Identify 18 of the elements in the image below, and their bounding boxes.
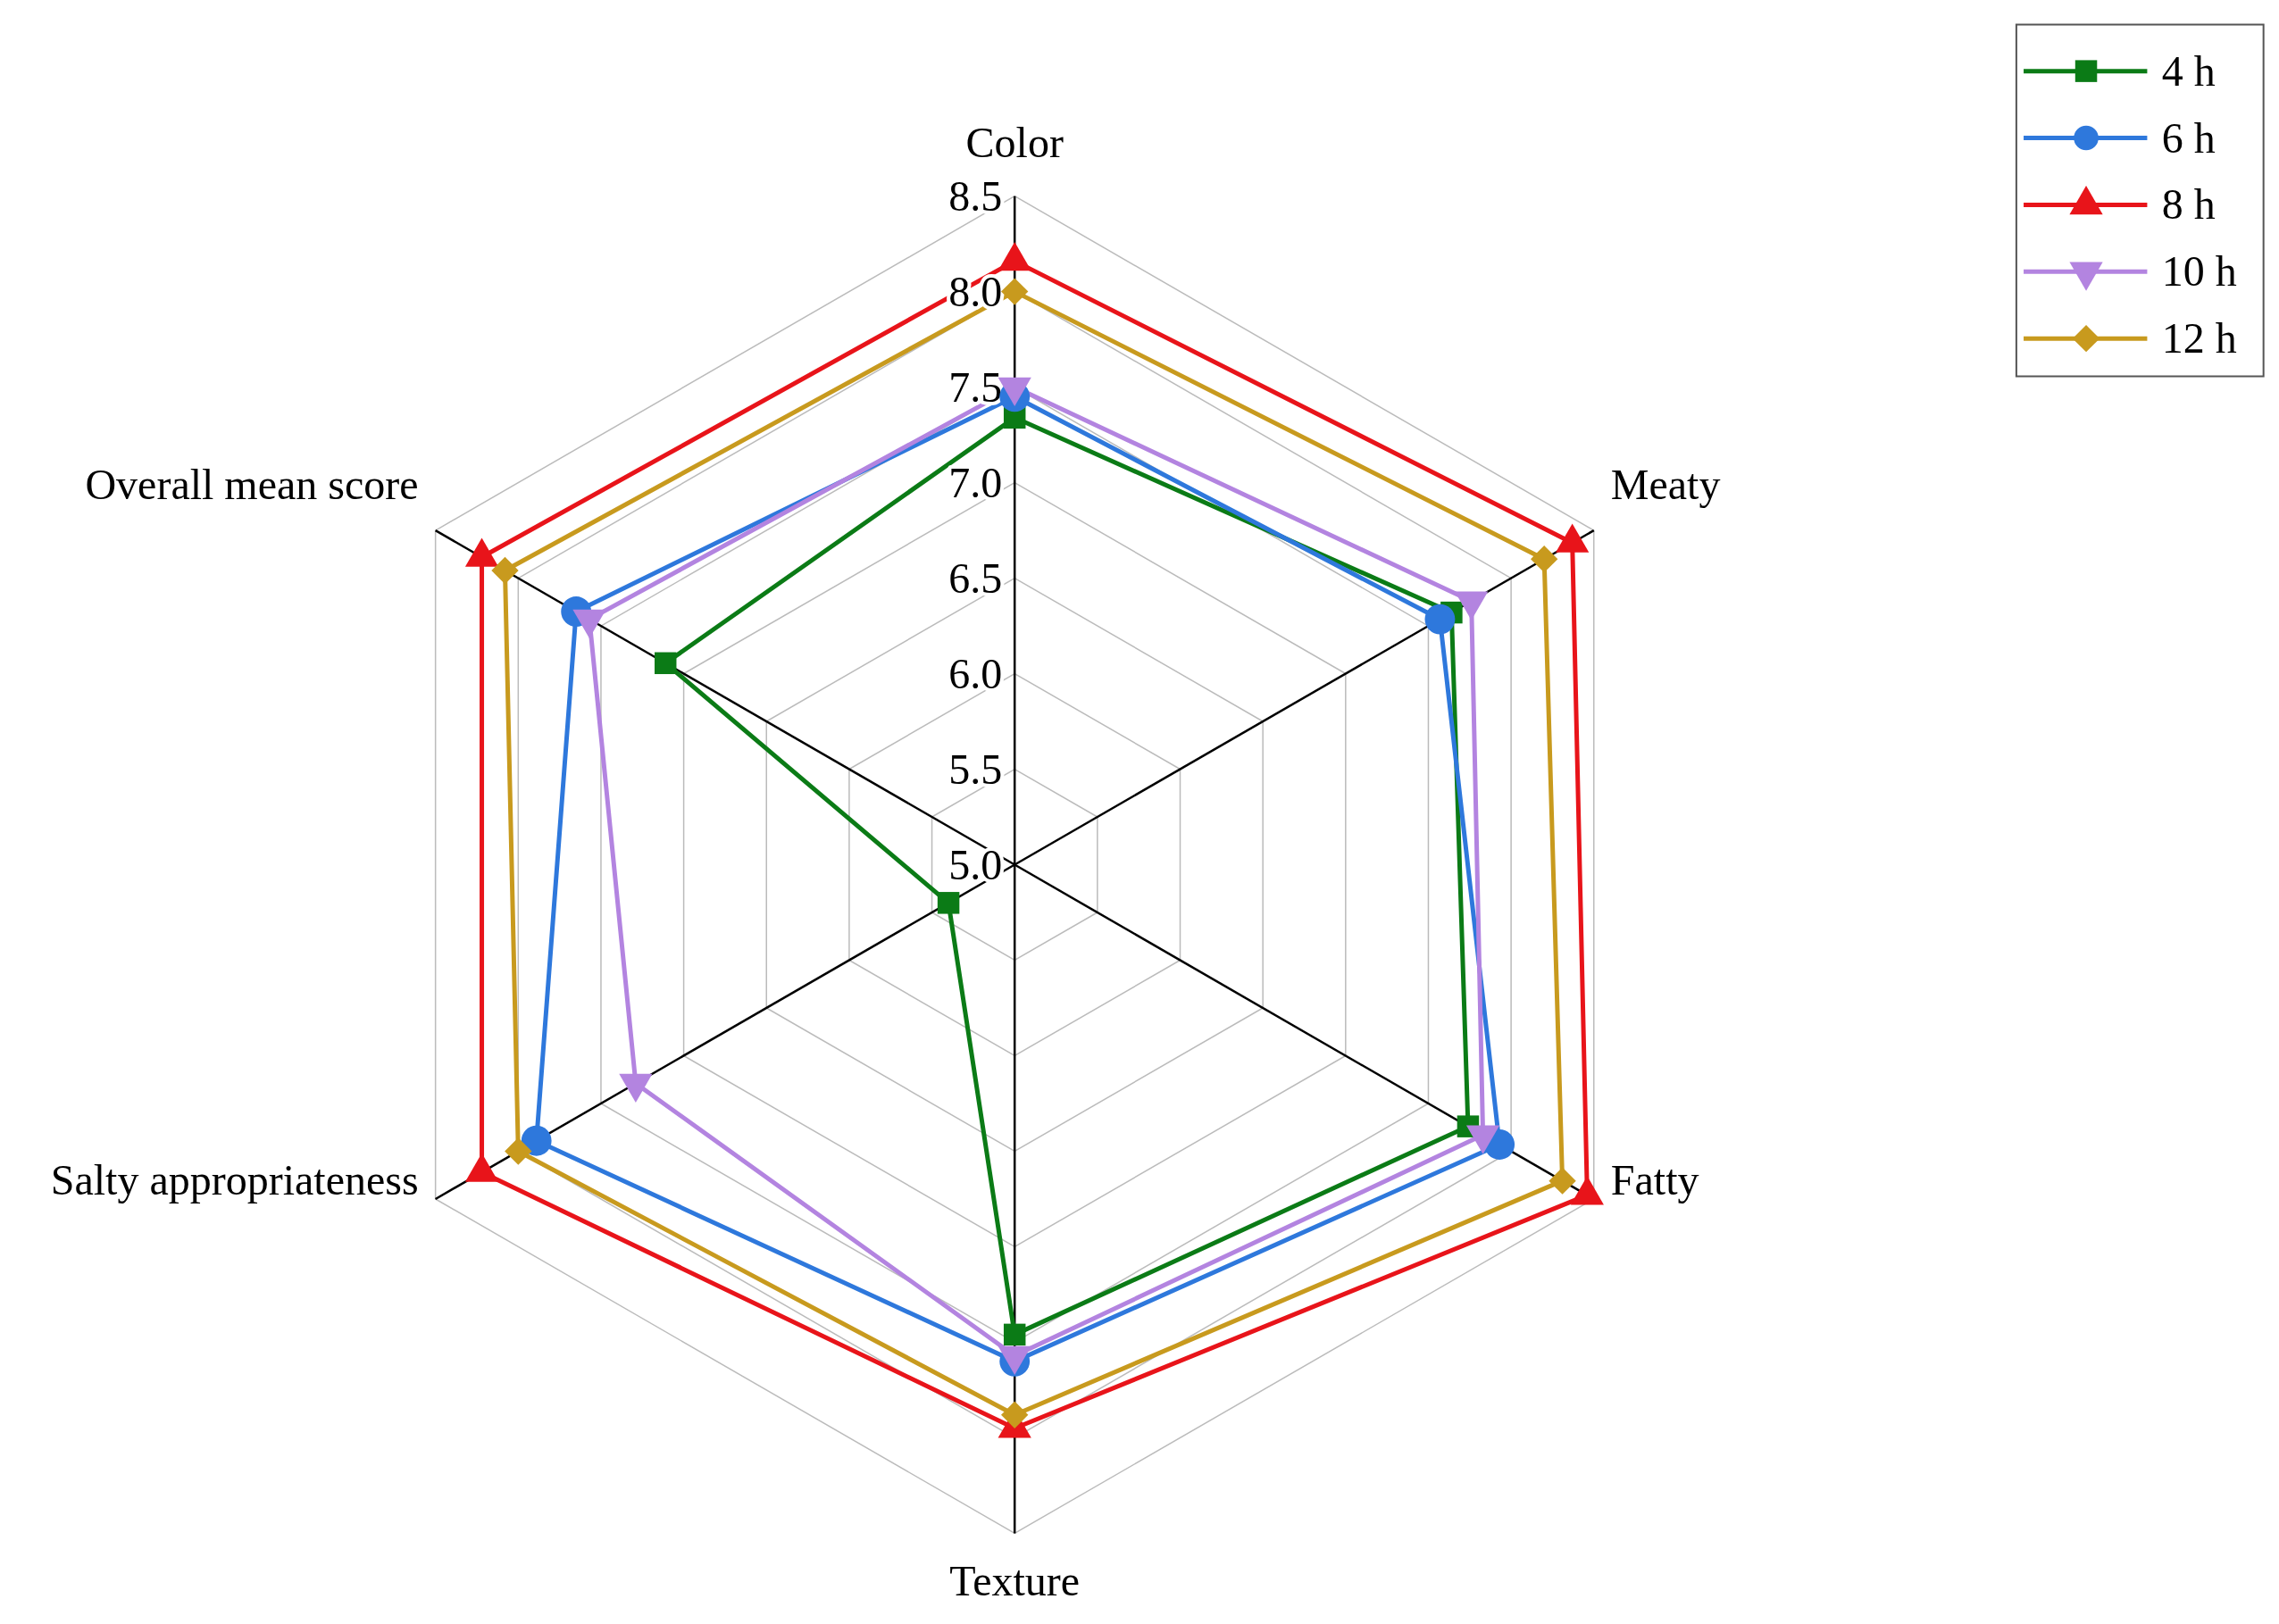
legend-label: 10 h [2161, 247, 2237, 296]
y-tick-label: 5.0 [948, 840, 1003, 888]
y-tick-label: 8.5 [948, 171, 1003, 220]
spoke-label: Overall mean score [85, 461, 419, 509]
y-tick-label: 6.5 [948, 554, 1003, 602]
legend-label: 8 h [2161, 180, 2216, 229]
legend-label: 6 h [2161, 113, 2216, 162]
spoke-label: Salty appropriateness [50, 1155, 419, 1203]
spoke-label: Fatty [1610, 1155, 1699, 1203]
y-tick-label: 7.0 [948, 458, 1003, 506]
legend-label: 4 h [2161, 46, 2216, 95]
y-tick-label: 6.0 [948, 649, 1003, 697]
y-tick-label: 5.5 [948, 745, 1003, 793]
y-tick-label: 7.5 [948, 362, 1003, 411]
spoke-label: Texture [949, 1557, 1081, 1605]
spoke-label: Color [965, 118, 1064, 166]
spoke-label: Meaty [1610, 461, 1721, 509]
legend-label: 12 h [2161, 314, 2237, 362]
